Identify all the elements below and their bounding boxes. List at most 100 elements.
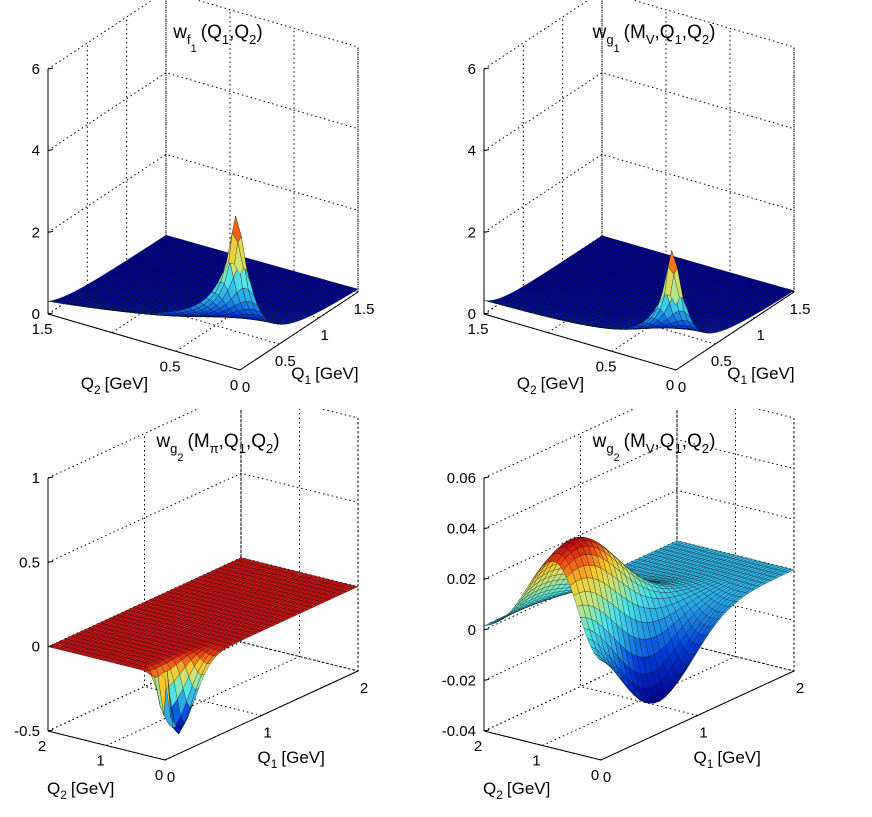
x-axis-label: Q1 [GeV] [291,364,358,387]
grid-z-line [483,153,795,233]
z-tick-labels: -0.5 0 0.5 1 [14,470,54,740]
y-tick-label: 0 [666,377,674,394]
z-tick-mark [47,230,54,233]
grid-z-line [483,0,795,70]
floor-axis-lines [47,670,359,761]
y-axis-label: Q2 [GeV] [483,779,550,802]
y-tick-label: 2 [474,738,482,755]
grid-y-line [47,409,242,732]
grid-z-line [483,489,795,580]
x-tick-label: 1 [263,725,271,742]
y-axis-label-symbol: Q [81,374,94,393]
z-tick-mark [483,149,490,152]
title-open-paren: ( [624,431,631,452]
z-tick-label: 0 [468,622,476,639]
title-subsubscript: 2 [177,452,183,464]
grid-x-line [144,433,262,716]
grid-z-line [483,72,795,152]
x-tick-label: 1 [756,327,764,344]
x-axis-label-unit: [GeV] [315,364,358,383]
title-arg-subscript: 2 [702,32,709,47]
grid-z-line [483,439,795,530]
y-tick-label: 1.5 [468,321,489,338]
chart-title: wg2(MV,Q1,Q2) [592,431,716,464]
title-arg-subscript: 2 [249,32,256,47]
x-axis-label-unit: [GeV] [281,748,324,767]
x-tick-label: 0.5 [711,353,732,370]
panel-wf1: 0 2 4 6 0 0.5 1 1.5 0 0.5 1.5 Q1 [GeV] Q2 [GeV] wf1(Q1,… [0,0,436,408]
x-tick-label: 0.5 [275,353,296,370]
title-arg-subscript: 1 [222,32,229,47]
y-tick-label: 1 [96,753,104,770]
x-axis-label-symbol: Q [727,364,740,383]
panel-wg2-mpi: -0.5 0 0.5 1 0 1 2 0 1 2 Q1 [GeV] Q2 [GeV] wg2(Mπ,Q1,Q… [0,409,436,817]
z-tick-mark [483,476,490,479]
title-arg-subscript: 1 [239,441,246,456]
y-axis-label-symbol: Q [47,779,60,798]
y-axis-label-symbol: Q [517,374,530,393]
grid-z-line [47,72,359,152]
grid-x-line [240,409,359,672]
title-subsubscript: 1 [614,43,620,55]
y-axis-label: Q2 [GeV] [81,374,148,397]
x-axis-label-unit: [GeV] [717,748,760,767]
title-arg: ,Q [219,431,239,452]
title-open-paren: ( [624,22,631,43]
x-tick-labels: 0 1 2 [603,680,804,786]
panel-wg1: 0 2 4 6 0 0.5 1 1.5 0 0.5 1.5 Q1 [GeV] Q2 [GeV] wg1(MV,… [436,0,872,408]
title-arg: Q [207,22,222,43]
chart-title: wg2(Mπ,Q1,Q2) [155,431,279,464]
z-tick-label: 1 [32,470,40,487]
x-tick-label: 1.5 [790,301,811,318]
y-axis-label-unit: [GeV] [507,779,550,798]
y-tick-labels: 012 [474,738,599,784]
z-tick-label: 0 [32,639,40,656]
y-axis-label-subscript: 2 [94,383,101,397]
z-tick-label: -0.5 [14,723,40,740]
title-open-paren: ( [188,431,195,452]
title-symbol: w [155,431,170,452]
x-axis-label-symbol: Q [693,748,706,767]
z-tick-mark [47,67,54,70]
x-axis-label-unit: [GeV] [751,364,794,383]
x-tick-label: 0 [167,769,175,786]
z-tick-mark [47,560,54,563]
z-tick-label: 6 [32,61,40,78]
title-arg: ,Q [655,22,675,43]
x-tick-label: 1.5 [354,301,375,318]
title-subscript: f [187,32,191,47]
title-subsubscript: 2 [614,452,620,464]
title-arg: ) [273,431,279,452]
grid-x-line [580,433,698,716]
z-tick-mark [483,67,490,70]
title-arg-subscript: π [210,441,219,456]
grid-x-line [47,69,241,371]
x-tick-label: 2 [796,680,804,697]
z-tick-mark [47,476,54,479]
y-tick-label: 0 [230,377,238,394]
x-tick-labels: 0 0.5 1 1.5 [678,301,811,396]
x-axis-label-symbol: Q [257,748,270,767]
x-axis-label-subscript: 1 [304,373,311,387]
z-tick-label: -0.02 [442,672,476,689]
y-axis-label-subscript: 2 [496,788,503,802]
surface-cell [234,242,244,275]
floor-axis-lines [47,291,359,371]
title-arg: M [630,431,646,452]
x-tick-label: 1 [320,327,328,344]
y-axis-label: Q2 [GeV] [47,779,114,802]
z-tick-label: 0.5 [19,554,40,571]
surface-cell [597,657,607,664]
z-tick-label: 0.06 [447,470,476,487]
x-tick-label: 0 [603,769,611,786]
x-tick-label: 0 [678,379,686,396]
y-tick-label: 1 [532,753,540,770]
title-arg: ,Q [246,431,266,452]
y-axis-label-unit: [GeV] [541,374,584,393]
x-axis-label-subscript: 1 [707,757,714,771]
